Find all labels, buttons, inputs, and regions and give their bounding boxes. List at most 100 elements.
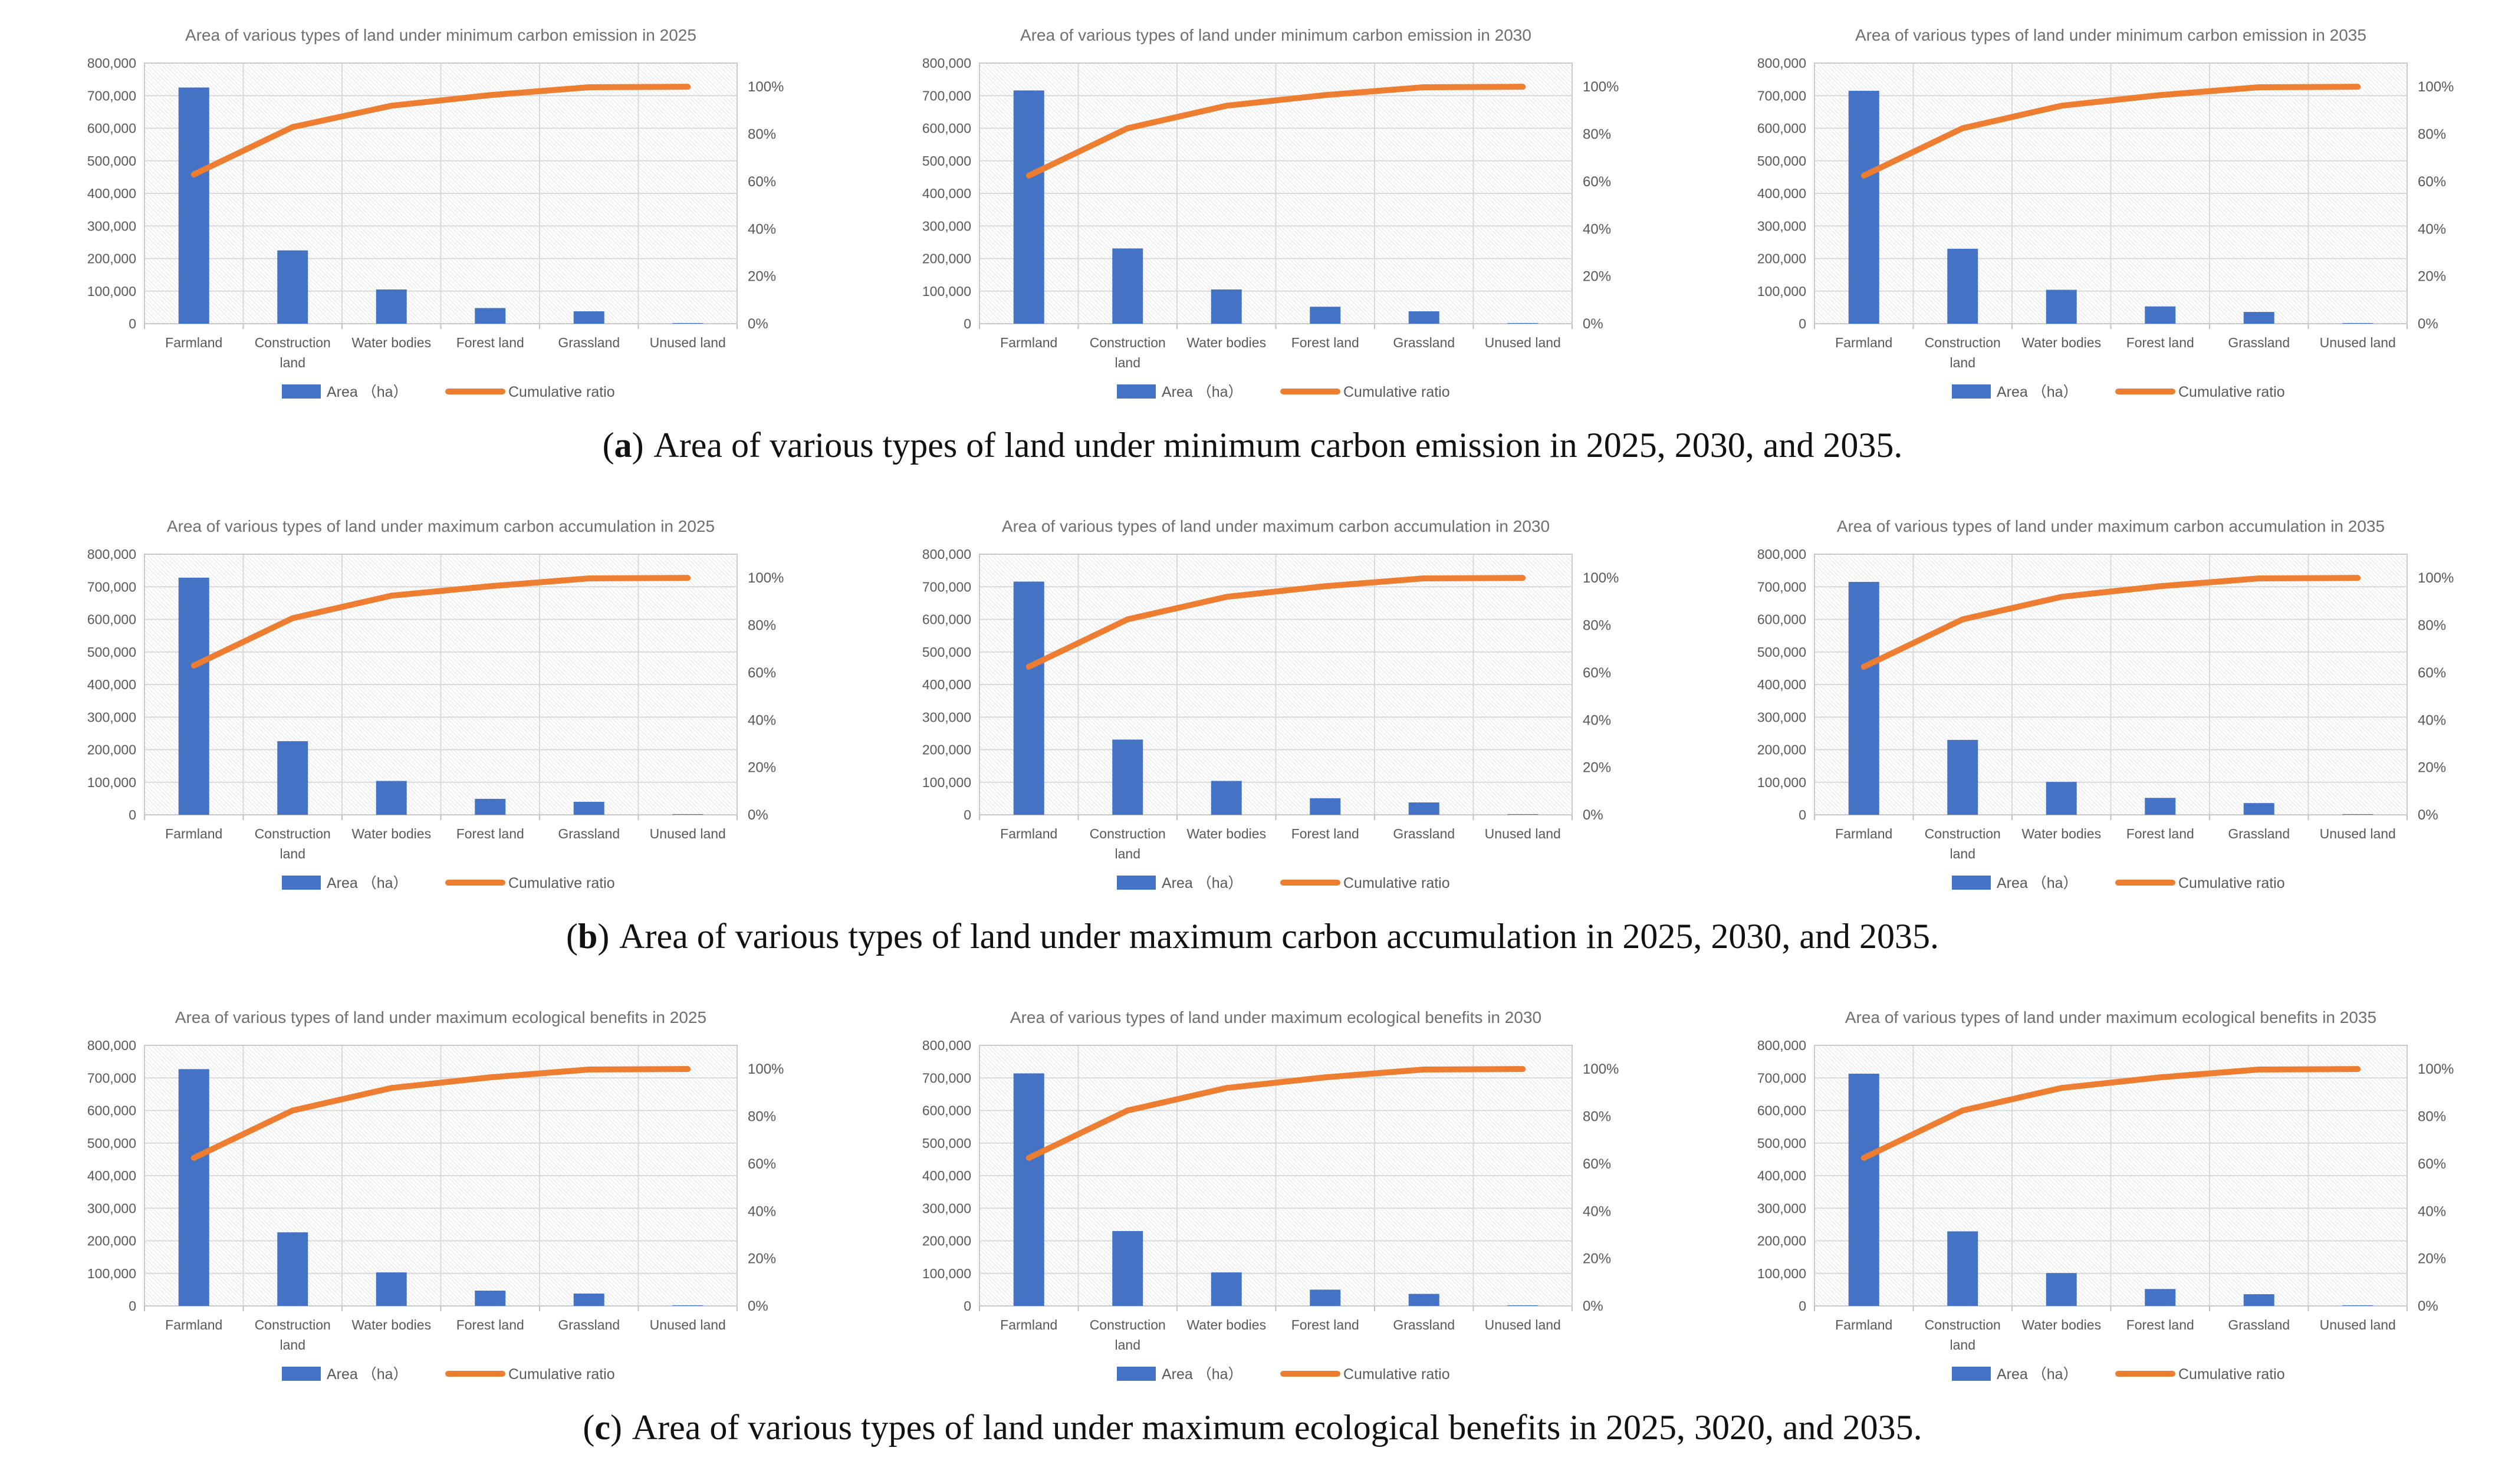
category-label: land: [1950, 846, 1975, 861]
y-axis-tick-label: 200,000: [87, 1233, 136, 1249]
pareto-chart-max-accumulation-2035: Area of various types of land under maxi…: [1670, 498, 2505, 905]
pct-axis-tick-label: 60%: [2418, 665, 2446, 681]
cumulative-ratio-line: [190, 575, 691, 669]
category-label: Grassland: [1393, 335, 1455, 350]
pct-axis-tick-label: 20%: [2418, 269, 2446, 285]
y-axis-tick-label: 600,000: [1757, 121, 1806, 136]
pct-axis-tick-label: 100%: [1583, 79, 1619, 95]
bar-grassland: [2243, 312, 2274, 324]
category-label: Unused land: [650, 1317, 726, 1332]
pct-axis-tick-label: 0%: [748, 807, 768, 823]
plot-border: [144, 554, 738, 815]
category-label: land: [280, 355, 305, 370]
pct-axis-tick-label: 100%: [748, 79, 784, 95]
pct-axis-tick-label: 100%: [748, 570, 784, 586]
legend-area-label: Area （ha）: [1162, 875, 1243, 891]
bar-grassland: [1408, 311, 1439, 324]
chart-svg: Area of various types of land under maxi…: [87, 1008, 784, 1383]
y-axis-tick-label: 400,000: [87, 186, 136, 201]
pareto-chart-max-ecological-2025: Area of various types of land under maxi…: [0, 989, 835, 1396]
chart-svg: Area of various types of land under maxi…: [1757, 517, 2454, 891]
pct-axis-tick-label: 40%: [2418, 1203, 2446, 1219]
y-axis-tick-label: 300,000: [87, 709, 136, 725]
chart-svg: Area of various types of land under maxi…: [87, 517, 784, 891]
chart-svg: Area of various types of land under mini…: [1757, 26, 2454, 400]
category-label: Grassland: [1393, 1317, 1455, 1332]
category-label: Construction: [1925, 335, 2001, 350]
pct-axis-tick-label: 0%: [2418, 1298, 2438, 1314]
y-axis-tick-label: 200,000: [1757, 1233, 1806, 1249]
y-axis-tick-label: 100,000: [1757, 284, 1806, 299]
y-axis-tick-label: 0: [1799, 807, 1806, 822]
y-axis-tick-label: 800,000: [87, 547, 136, 562]
y-axis-tick-label: 300,000: [87, 1200, 136, 1216]
bar-construction-land: [1112, 739, 1143, 815]
pct-axis-tick-label: 20%: [2418, 1251, 2446, 1267]
y-axis-tick-label: 500,000: [1757, 153, 1806, 169]
bar-unused-land: [2342, 814, 2373, 815]
pct-axis-tick-label: 20%: [1583, 269, 1611, 285]
category-label: Forest land: [2126, 826, 2194, 841]
cumulative-ratio-line: [190, 84, 691, 177]
chart-title: Area of various types of land under maxi…: [1010, 1008, 1541, 1026]
pct-axis-tick-label: 20%: [2418, 760, 2446, 776]
category-label: Forest land: [1291, 1317, 1359, 1332]
bar-water-bodies: [376, 1272, 407, 1306]
pct-axis-tick-label: 0%: [748, 316, 768, 332]
y-axis-tick-label: 400,000: [1757, 1168, 1806, 1183]
legend-area-swatch: [1952, 876, 1991, 890]
plot-border: [1814, 554, 2408, 815]
bar-forest-land: [475, 308, 506, 324]
y-axis-tick-label: 600,000: [922, 1103, 971, 1118]
chart-title: Area of various types of land under maxi…: [167, 517, 715, 535]
bar-construction-land: [277, 741, 308, 815]
charts-row-b: Area of various types of land under maxi…: [0, 498, 2505, 905]
bar-grassland: [2243, 803, 2274, 815]
caption-c-open: (: [583, 1408, 595, 1447]
bar-forest-land: [1310, 798, 1341, 815]
charts-row-c: Area of various types of land under maxi…: [0, 989, 2505, 1396]
legend-area-swatch: [1117, 1367, 1156, 1381]
caption-b-text: Area of various types of land under maxi…: [619, 917, 1939, 956]
chart-title: Area of various types of land under maxi…: [175, 1008, 706, 1026]
pct-axis-tick-label: 80%: [1583, 127, 1611, 143]
bar-unused-land: [672, 323, 703, 324]
legend-cumulative-label: Cumulative ratio: [2178, 1366, 2285, 1383]
category-label: Water bodies: [351, 826, 431, 841]
legend-cumulative-label: Cumulative ratio: [1343, 1366, 1450, 1383]
pct-axis-tick-label: 20%: [748, 269, 776, 285]
caption-b-letter: b: [578, 917, 598, 956]
category-label: Forest land: [456, 826, 524, 841]
y-axis-tick-label: 700,000: [922, 579, 971, 594]
y-axis-tick-label: 500,000: [922, 644, 971, 660]
legend-cumulative-label: Cumulative ratio: [508, 384, 615, 400]
plot-border: [1814, 1045, 2408, 1307]
pct-axis-tick-label: 20%: [1583, 1251, 1611, 1267]
y-axis-tick-label: 200,000: [1757, 251, 1806, 266]
pct-axis-tick-label: 40%: [2418, 712, 2446, 728]
y-axis-tick-label: 300,000: [87, 218, 136, 233]
plot-border: [979, 1045, 1573, 1307]
category-label: Grassland: [2228, 826, 2290, 841]
category-label: Farmland: [1835, 335, 1892, 350]
category-label: Water bodies: [351, 1317, 431, 1332]
pareto-chart-max-ecological-2030: Area of various types of land under maxi…: [835, 989, 1670, 1396]
bar-water-bodies: [1211, 289, 1242, 324]
bar-forest-land: [2145, 1289, 2176, 1306]
bar-farmland: [178, 577, 209, 815]
category-label: Forest land: [456, 335, 524, 350]
y-axis-tick-label: 600,000: [1757, 1103, 1806, 1118]
caption-a-letter: a: [614, 426, 632, 465]
y-axis-tick-label: 800,000: [922, 547, 971, 562]
bar-construction-land: [1947, 1231, 1978, 1306]
legend-area-swatch: [282, 384, 321, 399]
cumulative-ratio-line: [1025, 84, 1526, 179]
category-label: Unused land: [2320, 1317, 2396, 1332]
plot-border: [1814, 62, 2408, 324]
y-axis-tick-label: 300,000: [922, 1200, 971, 1216]
y-axis-tick-label: 500,000: [87, 1136, 136, 1151]
bar-grassland: [573, 801, 604, 815]
pareto-chart-min-emission-2025: Area of various types of land under mini…: [0, 7, 835, 414]
bar-forest-land: [2145, 798, 2176, 815]
y-axis-tick-label: 700,000: [1757, 579, 1806, 594]
